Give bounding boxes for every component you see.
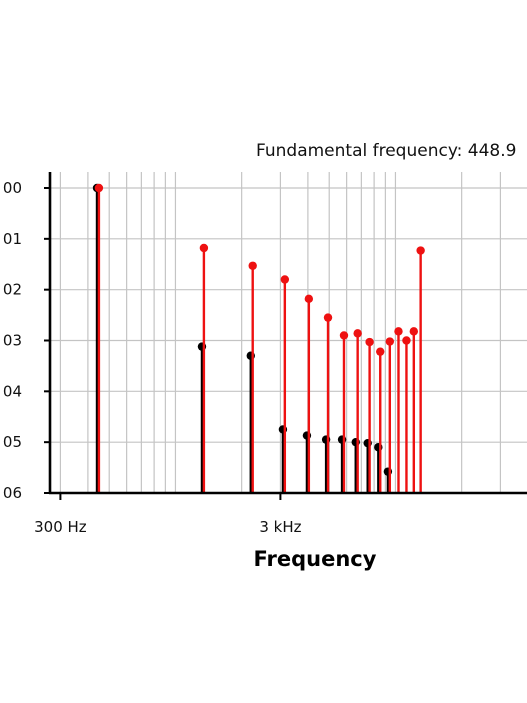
red-data-point — [385, 337, 395, 346]
y-tick-label: 05 — [3, 433, 22, 451]
red-data-point — [304, 294, 314, 304]
fundamental-frequency-annotation: Fundamental frequency: 448.9 — [256, 141, 516, 161]
x-tick-label: 300 Hz — [34, 518, 87, 536]
x-tick-label: 3 kHz — [259, 518, 301, 536]
red-data-point — [402, 336, 411, 345]
ticks: 00 01 02 03 04 05 06 300 Hz 3 kHz — [3, 179, 302, 536]
x-axis-title: Frequency — [254, 547, 377, 571]
red-data-point — [394, 327, 403, 336]
y-tick-label: 03 — [3, 332, 22, 350]
red-data-point — [376, 347, 385, 356]
red-data-point — [409, 327, 419, 336]
y-tick-label: 01 — [3, 230, 22, 248]
red-data-point — [94, 183, 104, 193]
red-data-point — [416, 246, 425, 255]
red-data-point — [199, 243, 209, 253]
y-tick-label: 02 — [3, 281, 22, 299]
axes — [48, 172, 527, 495]
stems — [92, 183, 425, 493]
y-tick-label: 06 — [3, 484, 22, 502]
red-data-point — [365, 337, 374, 347]
red-data-point — [353, 329, 362, 338]
red-data-point — [280, 275, 290, 284]
red-data-point — [323, 313, 333, 322]
grid — [50, 172, 527, 494]
red-data-point — [248, 261, 257, 270]
y-tick-label: 04 — [3, 382, 22, 400]
red-data-point — [339, 331, 349, 340]
y-tick-label: 00 — [3, 179, 22, 197]
